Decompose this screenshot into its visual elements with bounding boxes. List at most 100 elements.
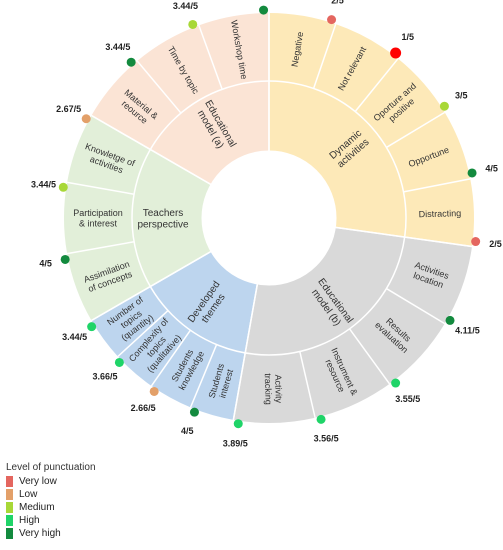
- item-label-activity-tracking-line: Activity: [273, 374, 284, 403]
- score-label-students-knowledge: 2.66/5: [131, 403, 156, 413]
- segment-divider: [386, 111, 446, 149]
- score-marker-opportune: [467, 168, 477, 178]
- segment-divider: [335, 226, 473, 248]
- legend-label: Very high: [19, 528, 61, 539]
- score-marker-students-knowledge: [149, 386, 159, 396]
- score-label-students-interest: 4/5: [181, 426, 194, 436]
- item-label-participation-interest: Participation & interest: [73, 208, 123, 228]
- score-label-complexity-of-topics-qualitative: 3.66/5: [92, 371, 117, 381]
- score-marker-assimilation-of-concepts: [60, 254, 70, 264]
- score-marker-participation-interest: [58, 182, 68, 192]
- item-segment-number-of-topics-quantity: [91, 286, 168, 357]
- legend: Level of punctuation Very low Low Medium Hi…: [6, 462, 146, 540]
- segment-divider: [150, 329, 192, 387]
- score-label-instrument-resource: 3.56/5: [314, 434, 339, 444]
- score-marker-distracting: [471, 237, 481, 247]
- legend-item-high: High: [6, 514, 146, 527]
- category-segment-educational-model-b: [245, 227, 405, 355]
- segment-divider: [312, 23, 337, 89]
- legend-item-very-low: Very low: [6, 475, 146, 488]
- item-segment-participation-interest: [63, 182, 135, 254]
- item-segment-not-relevant: [313, 24, 399, 112]
- category-segment-dynamic-activities: [269, 81, 406, 238]
- score-marker-number-of-topics-quantity: [87, 322, 97, 332]
- item-segment-workshop-time: [198, 13, 269, 90]
- score-label-activity-tracking: 3.89/5: [223, 438, 248, 448]
- segment-divider: [66, 241, 135, 255]
- segment-divider: [66, 181, 135, 195]
- segment-divider: [91, 250, 212, 322]
- score-label-number-of-topics-quantity: 3.44/5: [62, 332, 87, 342]
- score-label-time-by-topic: 3.44/5: [173, 1, 198, 11]
- legend-item-medium: Medium: [6, 501, 146, 514]
- item-segment-complexity-of-topics-qualitative: [117, 310, 191, 386]
- legend-item-low: Low: [6, 488, 146, 501]
- legend-items: Very low Low Medium High Very high: [6, 475, 146, 540]
- item-segment-knowletge-of-activities: [67, 115, 151, 195]
- sunburst-separators: [66, 13, 473, 421]
- item-label-distracting-line: Distracting: [419, 208, 462, 219]
- segment-divider: [354, 58, 399, 113]
- segment-divider: [117, 310, 169, 358]
- legend-label: High: [19, 515, 40, 526]
- score-marker-not-relevant: [390, 47, 402, 59]
- ring-divider: [131, 80, 407, 356]
- score-label-negative: 2/5: [331, 0, 344, 6]
- score-label-results-evaluation: 3.55/5: [395, 394, 420, 404]
- center-hole: [201, 150, 337, 286]
- score-marker-students-interest: [189, 407, 199, 417]
- category-label-teachers-perspective-line: Teachers: [143, 208, 184, 219]
- item-segment-instrument-resource: [299, 328, 390, 418]
- category-segment-teachers-perspective: [132, 149, 211, 287]
- score-marker-negative: [327, 15, 337, 25]
- score-label-material-reource: 3.44/5: [105, 42, 130, 52]
- legend-item-very-high: Very high: [6, 527, 146, 540]
- legend-label: Low: [19, 489, 38, 500]
- segment-divider: [403, 178, 471, 193]
- score-label-not-relevant: 1/5: [402, 32, 415, 42]
- item-segment-distracting: [403, 178, 474, 247]
- score-marker-material-reource: [126, 57, 136, 67]
- score-label-distracting: 2/5: [489, 239, 502, 249]
- item-segment-material-reource: [91, 60, 181, 150]
- score-marker-knowletge-of-activities: [81, 114, 91, 124]
- segment-divider: [386, 287, 446, 325]
- legend-swatch: [6, 528, 13, 539]
- legend-swatch: [6, 489, 13, 500]
- item-segment-results-evaluation: [349, 288, 445, 384]
- score-label-opportune: 4/5: [485, 164, 498, 174]
- category-label-teachers-perspective: Teachers perspective: [137, 208, 189, 231]
- category-segment-educational-model-a: [150, 81, 269, 185]
- score-marker-activity-tracking: [233, 419, 243, 429]
- item-segment-time-by-topic: [137, 25, 223, 114]
- segment-divider: [136, 60, 182, 114]
- score-label-assimilation-of-concepts: 4/5: [39, 258, 52, 268]
- segment-divider: [299, 351, 316, 418]
- score-marker-oporture-and-positive: [439, 101, 449, 111]
- score-marker-time-by-topic: [188, 19, 198, 29]
- item-label-activity-tracking: Activitytracking: [263, 373, 284, 405]
- segment-divider: [232, 283, 259, 421]
- score-markers: 2/5 1/5 3/5 4/5 2/5 4.11/5 3.55/5 3.56/5 3.89/5 4…: [31, 0, 502, 448]
- legend-label: Medium: [19, 502, 55, 513]
- item-segment-opportune: [386, 112, 471, 192]
- segment-divider: [198, 25, 223, 90]
- score-marker-complexity-of-topics-qualitative: [114, 357, 124, 367]
- segment-divider: [189, 344, 218, 408]
- score-marker-results-evaluation: [391, 378, 401, 388]
- item-label-activity-tracking-line: tracking: [263, 373, 274, 405]
- legend-swatch: [6, 476, 13, 487]
- sunburst-rings: [63, 13, 474, 423]
- item-label-participation-interest-line: & interest: [79, 218, 118, 228]
- segment-divider: [348, 328, 391, 385]
- item-segment-activity-tracking: [233, 351, 316, 423]
- category-label-teachers-perspective-line: perspective: [137, 219, 189, 230]
- item-segment-assimilation-of-concepts: [67, 241, 151, 321]
- score-label-activities-location: 4.11/5: [455, 325, 480, 335]
- score-label-knowletge-of-activities: 2.67/5: [56, 104, 81, 114]
- item-segment-activities-location: [386, 237, 473, 324]
- score-label-participation-interest: 3.44/5: [31, 179, 56, 189]
- legend-title: Level of punctuation: [6, 462, 96, 473]
- legend-swatch: [6, 515, 13, 526]
